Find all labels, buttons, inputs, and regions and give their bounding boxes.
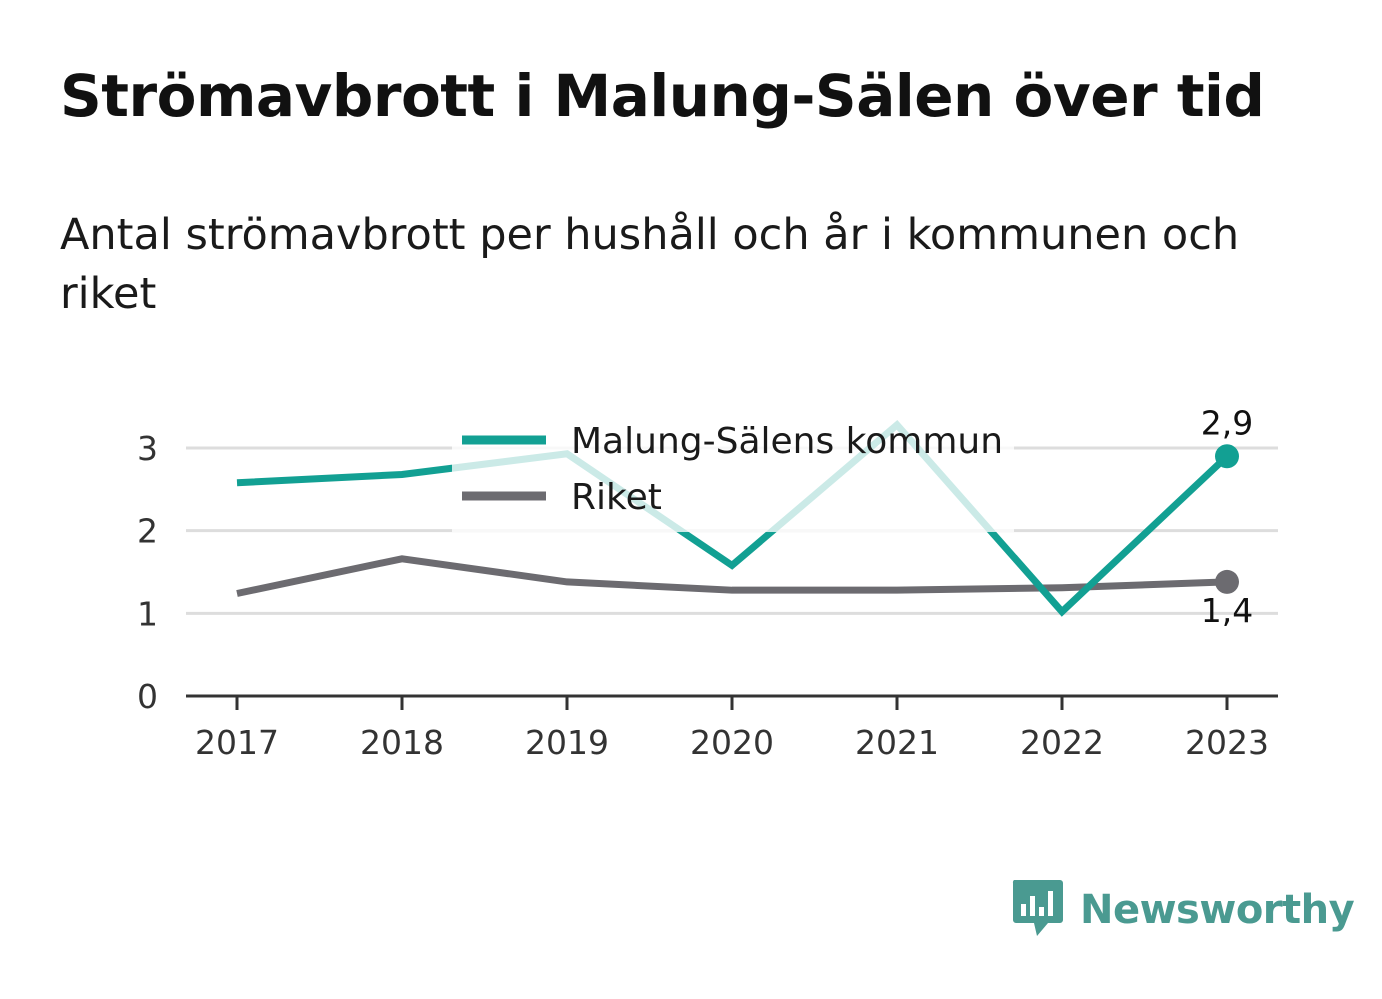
x-tick-label: 2020: [690, 723, 774, 762]
legend-background: [452, 410, 1014, 532]
x-tick-label: 2021: [855, 723, 939, 762]
series-lines: [236, 419, 1239, 617]
brand-name: Newsworthy: [1080, 887, 1355, 933]
bar-chart-logo-icon: [1010, 878, 1066, 942]
axes: 0 1 2 3 2017 2018 2019 2020 2021 2022 2023: [137, 429, 1278, 762]
data-label: 2,9: [1201, 403, 1253, 442]
x-tick-label: 2018: [360, 723, 444, 762]
chart-subtitle: Antal strömavbrott per hushåll och år i …: [60, 210, 1240, 319]
x-tick-label: 2022: [1020, 723, 1104, 762]
chart-title: Strömavbrott i Malung-Sälen över tid: [60, 62, 1265, 130]
series-line-riket: [236, 555, 1228, 597]
x-tick-label: 2023: [1185, 723, 1269, 762]
y-tick-label: 1: [137, 594, 158, 633]
y-tick-label: 0: [137, 677, 158, 716]
data-label: 1,4: [1201, 591, 1253, 630]
y-tick-label: 2: [137, 512, 158, 551]
x-tick-label: 2017: [195, 723, 279, 762]
newsworthy-logo: Newsworthy: [1010, 878, 1355, 942]
legend-label: Riket: [571, 477, 662, 518]
y-tick-label: 3: [137, 429, 158, 468]
legend-label: Malung-Sälens kommun: [571, 421, 1003, 462]
legend: Malung-Sälens kommun Riket: [452, 410, 1014, 532]
series-line-malung-salen: [236, 419, 1230, 617]
series-end-marker: [1215, 569, 1239, 594]
end-labels: 2,9 1,4: [1201, 403, 1253, 630]
series-end-marker: [1215, 444, 1239, 469]
x-tick-label: 2019: [525, 723, 609, 762]
